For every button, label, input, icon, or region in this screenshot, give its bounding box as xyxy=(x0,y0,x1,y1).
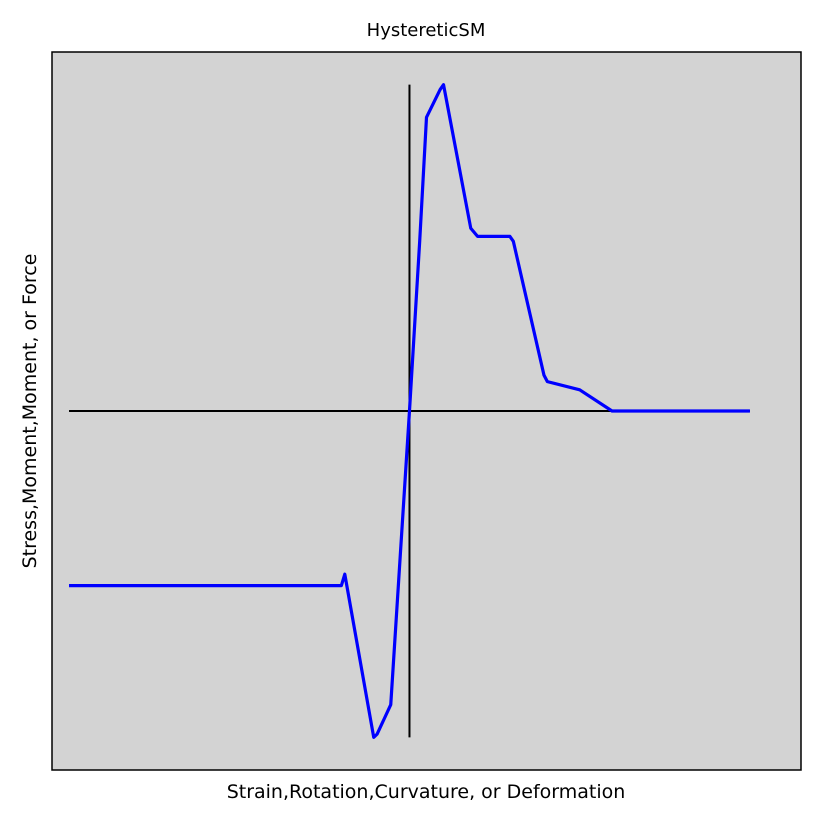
series-line-1 xyxy=(69,83,750,739)
x-axis-label: Strain,Rotation,Curvature, or Deformatio… xyxy=(227,781,626,803)
chart-title: HystereticSM xyxy=(367,20,486,41)
series-layer xyxy=(69,83,750,739)
y-axis-label: Stress,Moment,Moment, or Force xyxy=(19,254,41,569)
